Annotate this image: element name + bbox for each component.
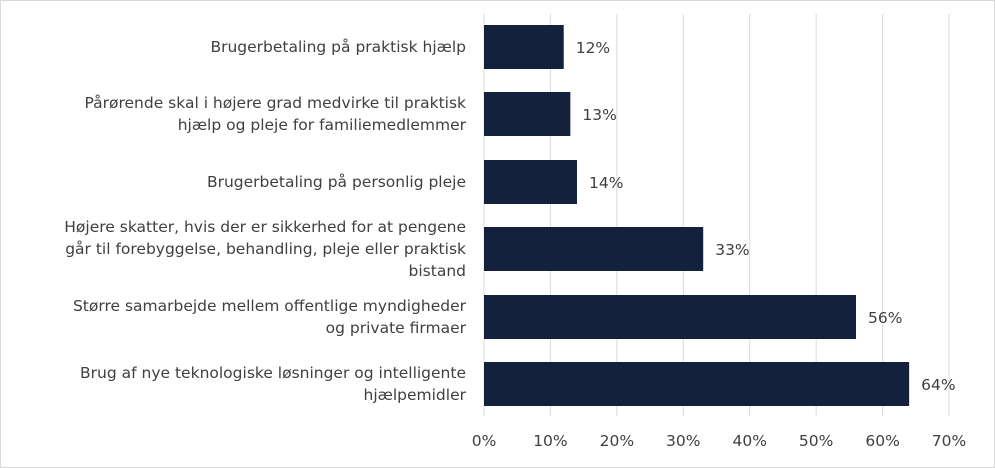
category-label: hjælpemidler [364, 386, 467, 404]
category-label: Brugerbetaling på personlig pleje [207, 173, 466, 191]
category-label: Pårørende skal i højere grad medvirke ti… [84, 94, 466, 112]
category-label: og private firmaer [326, 319, 467, 337]
data-label: 14% [589, 174, 623, 192]
category-label: Brug af nye teknologiske løsninger og in… [80, 364, 466, 382]
data-label: 64% [921, 376, 955, 394]
x-tick-label: 70% [932, 432, 966, 450]
data-label: 33% [715, 241, 749, 259]
bar [484, 92, 571, 136]
x-tick-label: 10% [533, 432, 567, 450]
x-tick-label: 60% [865, 432, 899, 450]
category-label: Større samarbejde mellem offentlige mynd… [73, 297, 467, 315]
x-tick-label: 40% [732, 432, 766, 450]
category-label: Brugerbetaling på praktisk hjælp [210, 38, 466, 56]
x-tick-label: 0% [472, 432, 497, 450]
data-label: 13% [582, 106, 616, 124]
bar [484, 362, 910, 406]
category-label: Højere skatter, hvis der er sikkerhed fo… [64, 218, 466, 236]
x-tick-label: 50% [799, 432, 833, 450]
bar [484, 227, 704, 271]
data-label: 56% [868, 309, 902, 327]
category-label: går til forebyggelse, behandling, pleje … [65, 240, 466, 258]
x-tick-label: 20% [600, 432, 634, 450]
bar [484, 160, 577, 204]
data-label: 12% [576, 39, 610, 57]
x-tick-label: 30% [666, 432, 700, 450]
bar [484, 295, 856, 339]
category-label: hjælp og pleje for familiemedlemmer [178, 116, 467, 134]
category-label: bistand [409, 262, 466, 280]
bar [484, 25, 564, 69]
